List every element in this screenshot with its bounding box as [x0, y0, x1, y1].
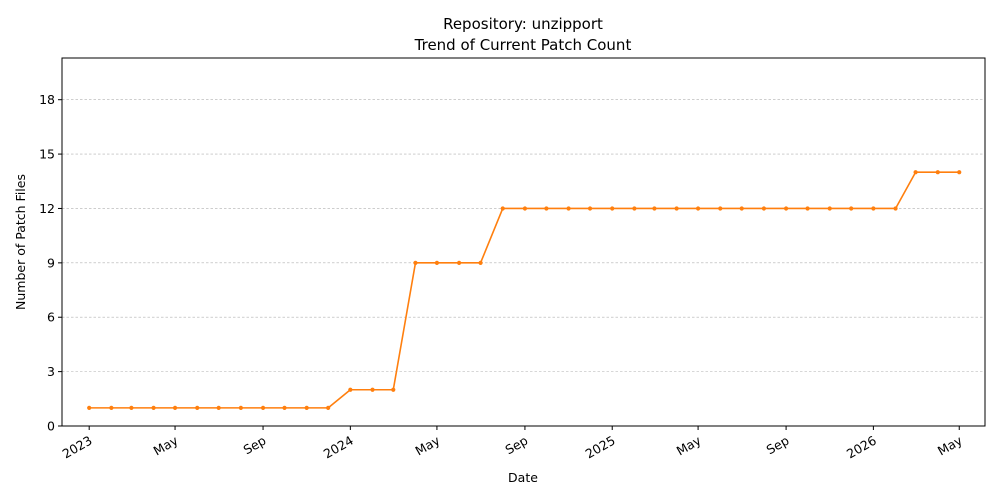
data-point: [195, 405, 200, 410]
y-tick-label: 18: [39, 92, 55, 107]
data-point: [587, 206, 593, 211]
y-tick-label: 9: [47, 255, 55, 270]
data-point: [652, 206, 657, 211]
data-point: [260, 405, 266, 410]
chart-title: Repository: unzipport: [443, 15, 603, 33]
chart-subtitle: Trend of Current Patch Count: [414, 36, 632, 54]
data-point: [326, 405, 331, 410]
data-point: [457, 260, 462, 265]
x-tick-label: May: [151, 432, 181, 458]
data-point: [544, 206, 549, 211]
data-point: [695, 206, 701, 211]
data-point: [87, 405, 92, 410]
x-tick-label: Sep: [764, 433, 792, 458]
data-point: [610, 206, 615, 211]
x-tick-label: 2025: [583, 433, 618, 462]
x-tick-label: May: [674, 432, 704, 458]
data-point: [413, 260, 418, 265]
data-point: [849, 206, 854, 211]
data-point: [739, 206, 744, 211]
data-point: [566, 206, 571, 211]
data-point: [282, 405, 287, 410]
y-tick-label: 6: [47, 310, 55, 325]
data-point: [129, 405, 134, 410]
x-tick-label: Sep: [241, 433, 269, 458]
data-point: [478, 260, 483, 265]
data-point: [348, 387, 353, 392]
data-point: [783, 206, 789, 211]
data-point: [238, 405, 243, 410]
y-tick-label: 3: [47, 364, 55, 379]
data-point: [151, 405, 156, 410]
data-point: [370, 387, 375, 392]
data-point: [216, 405, 221, 410]
y-tick-label: 12: [39, 201, 55, 216]
y-axis-ticks: 0 3 6 9 12 15 18: [39, 92, 62, 434]
data-points: [87, 170, 962, 410]
data-point: [391, 387, 396, 392]
x-tick-label: 2023: [60, 433, 95, 462]
data-point: [761, 206, 767, 211]
data-point: [893, 206, 898, 211]
x-tick-label: 2024: [321, 433, 356, 462]
data-point: [674, 206, 679, 211]
y-axis-label: Number of Patch Files: [13, 174, 28, 310]
x-tick-label: Sep: [503, 433, 531, 458]
data-point: [172, 405, 178, 410]
data-point: [304, 405, 309, 410]
x-axis-ticks: 2023 May Sep 2024 May Sep 2025 May Sep 2026 May: [60, 426, 965, 462]
data-point: [871, 206, 876, 211]
data-point: [935, 170, 940, 175]
data-point: [632, 206, 637, 211]
x-tick-label: May: [935, 432, 965, 458]
data-point: [434, 260, 440, 265]
plot-frame: [61, 57, 986, 427]
data-point: [109, 405, 114, 410]
data-point: [500, 206, 505, 211]
x-axis-label: Date: [508, 470, 538, 485]
grid-lines: [62, 99, 985, 372]
x-tick-label: May: [413, 432, 443, 458]
data-point: [827, 206, 832, 211]
data-point: [718, 206, 723, 211]
data-point: [522, 206, 528, 211]
data-point: [913, 170, 918, 175]
y-tick-label: 15: [39, 147, 55, 162]
data-point: [805, 206, 810, 211]
y-tick-label: 0: [47, 419, 55, 434]
x-tick-label: 2026: [844, 433, 879, 462]
data-point: [957, 170, 962, 175]
